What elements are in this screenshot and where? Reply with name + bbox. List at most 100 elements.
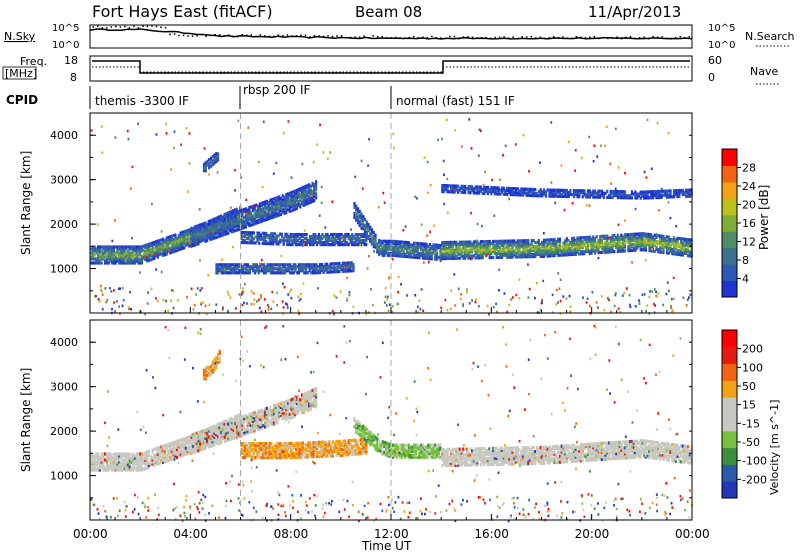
range-cell	[305, 233, 308, 237]
range-cell	[488, 251, 491, 256]
range-cell	[592, 249, 595, 253]
range-cell	[140, 458, 144, 462]
range-cell	[636, 238, 639, 242]
range-cell	[418, 246, 421, 250]
nsearch-point	[413, 35, 415, 38]
range-cell	[184, 233, 187, 237]
range-cell	[195, 224, 198, 228]
range-cell	[472, 248, 475, 252]
range-cell	[434, 247, 437, 251]
range-cell	[111, 454, 114, 458]
range-cell	[455, 186, 458, 190]
range-cell	[669, 191, 672, 195]
range-cell	[559, 299, 562, 303]
range-cell	[678, 188, 681, 193]
range-cell	[282, 306, 285, 309]
range-cell	[163, 249, 166, 253]
range-cell	[425, 252, 428, 256]
range-cell	[227, 310, 229, 313]
range-cell	[399, 254, 402, 258]
range-cell	[511, 247, 514, 251]
nsearch-point	[395, 36, 397, 39]
range-cell	[257, 265, 260, 269]
range-cell	[125, 462, 128, 466]
range-cell	[200, 228, 204, 232]
range-cell	[275, 161, 278, 165]
range-cell	[476, 250, 479, 254]
range-cell	[277, 234, 280, 238]
range-cell	[114, 464, 117, 468]
range-cell	[204, 227, 207, 231]
range-cell	[169, 247, 172, 251]
range-cell	[634, 190, 637, 194]
range-cell	[165, 459, 168, 463]
range-cell	[493, 188, 496, 192]
range-cell	[600, 242, 604, 246]
range-cell	[169, 450, 172, 454]
range-cell	[181, 234, 184, 239]
range-cell	[151, 458, 154, 462]
range-cell	[111, 466, 114, 470]
range-cell	[170, 246, 173, 250]
range-cell	[467, 250, 470, 254]
nsearch-point	[688, 36, 690, 38]
range-cell	[458, 256, 461, 260]
range-cell	[111, 247, 114, 251]
range-cell	[128, 247, 131, 251]
range-cell	[495, 186, 498, 190]
range-cell	[597, 245, 600, 249]
range-cell	[195, 293, 197, 296]
range-cell	[479, 256, 482, 260]
range-cell	[348, 267, 352, 271]
range-cell	[179, 442, 182, 446]
range-cell	[369, 225, 372, 229]
range-cell	[227, 225, 230, 229]
range-cell	[525, 239, 528, 243]
range-cell	[280, 234, 284, 238]
range-cell	[388, 245, 391, 249]
range-cell	[354, 237, 357, 241]
range-cell	[571, 193, 574, 197]
range-cell	[93, 249, 96, 253]
range-cell	[492, 305, 495, 309]
range-cell	[204, 169, 207, 173]
range-cell	[588, 204, 591, 207]
range-cell	[146, 466, 149, 470]
nsky-label: N.Sky	[4, 30, 36, 43]
range-cell	[537, 252, 540, 257]
nsearch-point	[367, 37, 370, 39]
range-cell	[270, 307, 273, 311]
range-cell	[586, 237, 590, 241]
range-cell	[555, 190, 558, 194]
range-cell	[490, 251, 493, 256]
range-cell	[118, 468, 121, 472]
range-cell	[492, 247, 495, 252]
range-cell	[617, 307, 620, 310]
nsearch-point	[205, 35, 207, 38]
range-cell	[188, 228, 191, 232]
range-cell	[504, 192, 507, 196]
range-cell	[125, 460, 128, 464]
range-cell	[674, 242, 677, 246]
range-cell	[276, 214, 279, 218]
range-cell	[105, 456, 108, 460]
range-cell	[667, 247, 670, 251]
range-cell	[258, 210, 261, 214]
range-cell	[650, 243, 653, 247]
range-cell	[288, 201, 291, 205]
range-cell	[258, 233, 261, 237]
range-cell	[151, 202, 153, 206]
range-cell	[548, 242, 551, 246]
range-cell	[293, 197, 297, 201]
range-cell	[317, 233, 320, 237]
range-cell	[453, 184, 456, 188]
range-cell	[471, 254, 474, 258]
range-cell	[250, 217, 253, 221]
range-cell	[529, 255, 532, 259]
range-cell	[576, 236, 579, 240]
range-cell	[337, 243, 340, 247]
range-cell	[499, 251, 502, 255]
range-cell	[343, 267, 346, 271]
range-cell	[216, 225, 219, 229]
range-cell	[100, 460, 103, 464]
